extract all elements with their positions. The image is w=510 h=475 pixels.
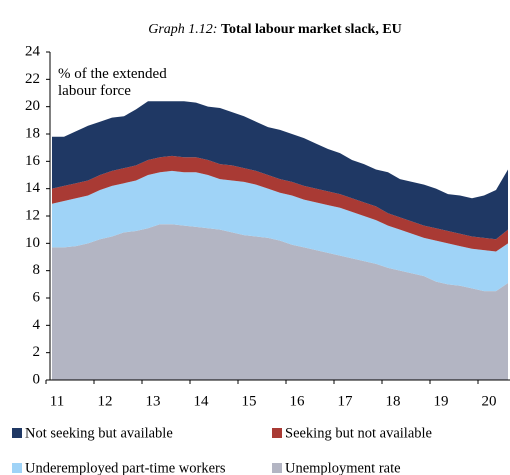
y-tick-label: 8: [33, 262, 41, 278]
x-tick-label: 11: [50, 393, 64, 409]
title-main: Total labour market slack, EU: [221, 22, 402, 37]
x-tick-label: 15: [242, 393, 257, 409]
x-tick-label: 18: [386, 393, 401, 409]
chart-title: Graph 1.12: Total labour market slack, E…: [148, 22, 402, 37]
annotation: % of the extended labour force: [58, 66, 167, 99]
legend-label: Underemployed part-time workers: [25, 460, 226, 475]
y-tick-label: 12: [25, 207, 40, 223]
area: [52, 224, 508, 380]
x-tick-label: 13: [146, 393, 161, 409]
y-tick-label: 0: [33, 371, 41, 387]
area: [52, 155, 508, 252]
x-tick-label: 14: [194, 393, 210, 409]
title-prefix: Graph 1.12:: [148, 22, 217, 37]
x-tick-label: 20: [482, 393, 497, 409]
legend-swatch: [272, 463, 282, 473]
y-tick-label: 6: [33, 289, 41, 305]
y-tick-label: 10: [25, 235, 40, 251]
y-tick-label: 2: [33, 344, 41, 360]
legend-label: Not seeking but available: [25, 425, 173, 441]
legend-swatch: [12, 428, 22, 438]
y-tick-label: 18: [25, 125, 40, 141]
area: [52, 170, 508, 292]
y-tick-label: 20: [25, 98, 40, 114]
area: [52, 101, 508, 240]
legend-swatch: [12, 463, 22, 473]
legend-label: Unemployment rate: [285, 460, 401, 475]
y-tick-label: 14: [25, 180, 41, 196]
legend-swatch: [272, 428, 282, 438]
x-tick-label: 17: [338, 393, 354, 409]
y-tick-label: 16: [25, 153, 41, 169]
x-tick-label: 19: [434, 393, 449, 409]
y-tick-label: 24: [25, 43, 41, 59]
x-tick-label: 12: [98, 393, 113, 409]
y-tick-label: 4: [33, 317, 41, 333]
legend-label: Seeking but not available: [285, 425, 432, 441]
x-tick-label: 16: [290, 393, 306, 409]
y-tick-label: 22: [25, 71, 40, 87]
